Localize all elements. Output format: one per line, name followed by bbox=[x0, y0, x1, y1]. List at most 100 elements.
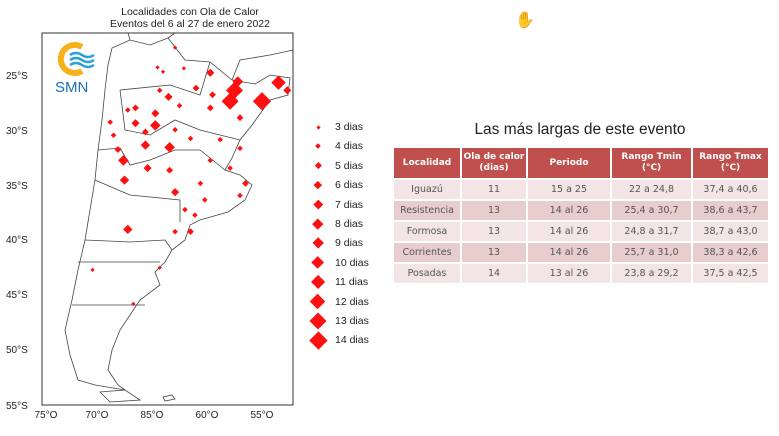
col-header-localidad: Localidad bbox=[394, 148, 460, 178]
heatwave-marker bbox=[192, 84, 200, 92]
legend-label: 7 dias bbox=[335, 198, 364, 211]
col-header-ola: Ola de calor (dias) bbox=[462, 148, 526, 178]
legend-marker-icon bbox=[305, 331, 331, 350]
heatwave-marker bbox=[156, 87, 163, 94]
legend-marker-icon bbox=[305, 143, 331, 150]
map-frame bbox=[41, 32, 294, 406]
heatwave-marker bbox=[171, 188, 180, 197]
neighbor-border bbox=[127, 32, 131, 41]
heatwave-marker bbox=[176, 102, 183, 109]
lon-label: 55°O bbox=[251, 410, 274, 421]
heatwave-marker bbox=[123, 224, 133, 235]
table-row: Resistencia 13 14 al 26 25,4 a 30,7 38,6 a 4… bbox=[394, 201, 768, 220]
legend-label: 10 dias bbox=[335, 256, 369, 269]
heatwave-marker bbox=[131, 119, 140, 128]
lat-label: 45°S bbox=[6, 290, 28, 301]
legend-item: 9 dias bbox=[305, 234, 363, 252]
diamond-icon bbox=[312, 218, 324, 230]
heatwave-marker bbox=[181, 66, 187, 71]
table-cell: 23,8 a 29,2 bbox=[612, 264, 691, 283]
legend-item: 11 dias bbox=[305, 273, 368, 291]
legend-item: 7 dias bbox=[305, 196, 363, 214]
legend-marker-icon bbox=[305, 256, 331, 270]
lon-label: 70°O bbox=[86, 410, 109, 421]
heatwave-marker bbox=[132, 104, 139, 112]
legend-label: 4 dias bbox=[335, 140, 364, 153]
table-cell: 24,8 a 31,7 bbox=[612, 222, 691, 241]
legend-item: 10 dias bbox=[305, 254, 369, 272]
logo-waves bbox=[69, 51, 95, 69]
tierra-del-fuego bbox=[99, 389, 142, 403]
table-cell: 38,6 a 43,7 bbox=[693, 201, 768, 220]
argentina-outline bbox=[64, 37, 291, 391]
table-cell: 13 bbox=[462, 201, 526, 220]
heatwave-marker bbox=[242, 180, 249, 187]
legend-item: 13 dias bbox=[305, 312, 369, 330]
col-header-periodo: Periodo bbox=[528, 148, 610, 178]
lat-label: 55°S bbox=[6, 401, 28, 412]
heatwave-marker bbox=[143, 164, 152, 173]
lon-label: 85°O bbox=[141, 410, 164, 421]
heatwave-marker bbox=[237, 145, 243, 152]
map-title-line1: Localidades con Ola de Calor bbox=[121, 6, 259, 18]
legend-item: 4 dias bbox=[305, 137, 363, 155]
heatwave-marker bbox=[157, 265, 162, 270]
country-borders bbox=[64, 32, 294, 403]
table-row: Corrientes 13 14 al 26 25,7 a 31,0 38,3 a 42… bbox=[394, 243, 768, 262]
heatwave-marker bbox=[172, 228, 178, 235]
legend-item: 8 dias bbox=[305, 215, 363, 233]
diamond-icon bbox=[310, 274, 326, 290]
table-cell: 14 al 26 bbox=[528, 201, 610, 220]
heatwave-marker bbox=[207, 157, 214, 164]
heatwave-marker bbox=[202, 197, 208, 203]
lat-axis: 25°S 30°S 35°S 40°S 45°S 50°S 55°S bbox=[6, 71, 28, 412]
heatwave-marker bbox=[151, 109, 160, 118]
lat-label: 50°S bbox=[6, 345, 28, 356]
table-cell: 37,4 a 40,6 bbox=[693, 180, 768, 199]
legend-marker-icon bbox=[305, 124, 331, 130]
diamond-icon bbox=[315, 143, 321, 150]
diamond-icon bbox=[309, 312, 327, 330]
legend-label: 13 dias bbox=[335, 315, 369, 327]
heatwave-marker bbox=[119, 175, 130, 185]
map-title: Localidades con Ola de Calor Eventos del… bbox=[60, 6, 320, 30]
legend-label: 5 dias bbox=[335, 159, 364, 172]
logo-sun-arc bbox=[57, 42, 84, 76]
table-cell: 13 al 26 bbox=[528, 264, 610, 283]
heatwave-marker bbox=[107, 119, 113, 125]
diamond-icon bbox=[315, 124, 321, 130]
heatwave-marker bbox=[187, 135, 194, 142]
table-cell: 37,5 a 42,5 bbox=[693, 264, 768, 283]
legend-marker-icon bbox=[305, 293, 331, 310]
heatwave-marker bbox=[182, 206, 188, 213]
legend-label: 6 dias bbox=[335, 179, 364, 192]
table-cell: 25,4 a 30,7 bbox=[612, 201, 691, 220]
heatwave-marker bbox=[131, 301, 136, 306]
table-cell: Corrientes bbox=[394, 243, 460, 262]
legend-label: 9 dias bbox=[335, 237, 364, 250]
smn-logo: SMN bbox=[55, 42, 95, 96]
heatwave-marker bbox=[90, 267, 95, 273]
logo-text: SMN bbox=[55, 79, 88, 96]
diamond-icon bbox=[312, 237, 324, 250]
heatwave-marker bbox=[237, 192, 243, 199]
legend-marker-icon bbox=[305, 312, 331, 330]
heatwave-marker bbox=[271, 75, 286, 90]
heatwave-marker bbox=[209, 91, 216, 99]
province-border bbox=[119, 89, 241, 141]
table-cell: Iguazú bbox=[394, 180, 460, 199]
diamond-icon bbox=[313, 181, 323, 190]
col-header-tmin: Rango Tmin (°C) bbox=[612, 148, 691, 178]
diamond-icon bbox=[311, 256, 325, 270]
heatwave-marker bbox=[149, 120, 161, 131]
heatwave-marker bbox=[197, 180, 204, 187]
table-cell: Posadas bbox=[394, 264, 460, 283]
lon-label: 60°O bbox=[196, 410, 219, 421]
heatwave-marker bbox=[206, 68, 215, 77]
table-row: Iguazú 11 15 a 25 22 a 24,8 37,4 a 40,6 bbox=[394, 180, 768, 199]
legend-marker-icon bbox=[305, 199, 331, 210]
malvinas bbox=[162, 394, 176, 402]
table-row: Posadas 14 13 al 26 23,8 a 29,2 37,5 a 42,5 bbox=[394, 264, 768, 283]
neighbor-border bbox=[231, 49, 294, 81]
legend-item: 3 dias bbox=[305, 118, 363, 136]
